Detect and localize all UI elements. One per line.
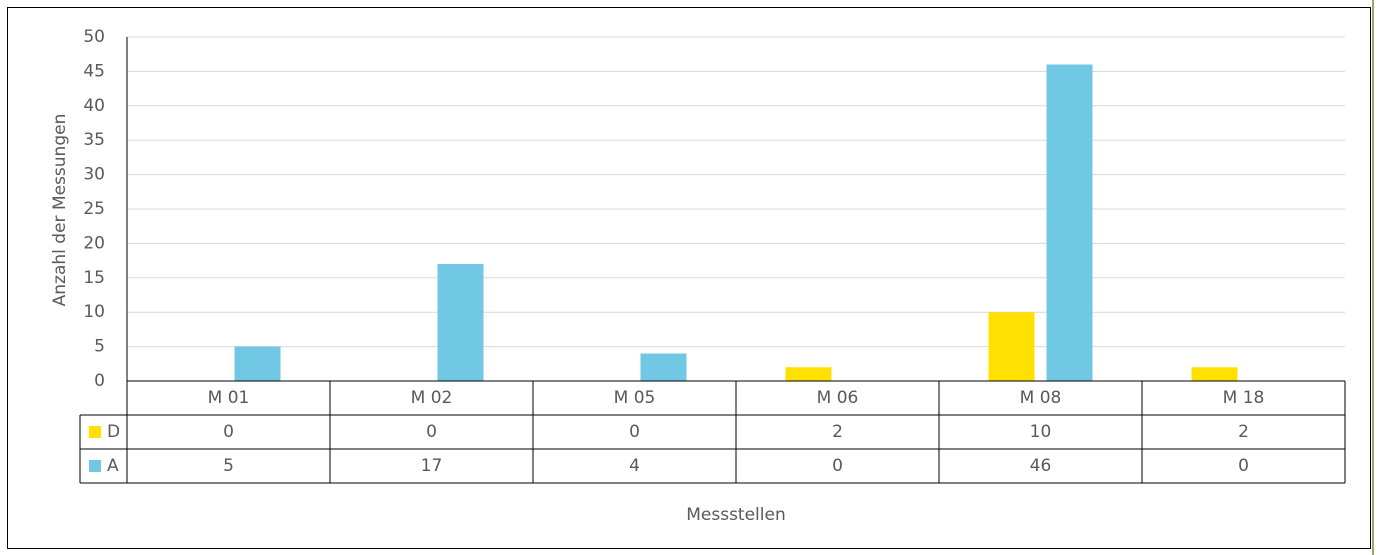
table-value: 0 xyxy=(832,456,843,476)
table-value: 46 xyxy=(1030,456,1052,476)
legend-label: A xyxy=(107,456,119,476)
x-tick-label: M 08 xyxy=(1020,388,1062,408)
y-tick-label: 20 xyxy=(83,233,105,253)
y-tick-label: 40 xyxy=(83,96,105,116)
bar xyxy=(785,367,832,381)
legend-swatch xyxy=(89,426,101,438)
table-value: 0 xyxy=(629,422,640,442)
x-tick-label: M 02 xyxy=(411,388,453,408)
x-axis-title: Messstellen xyxy=(686,505,786,525)
y-tick-label: 35 xyxy=(83,130,105,150)
table-value: 0 xyxy=(223,422,234,442)
y-tick-label: 45 xyxy=(83,61,105,81)
legend-swatch xyxy=(89,460,101,472)
table-value: 0 xyxy=(1238,456,1249,476)
y-tick-label: 25 xyxy=(83,199,105,219)
x-tick-label: M 18 xyxy=(1223,388,1265,408)
bar xyxy=(640,353,687,381)
x-tick-label: M 05 xyxy=(614,388,656,408)
table-value: 2 xyxy=(1238,422,1249,442)
y-tick-label: 10 xyxy=(83,302,105,322)
table-value: 5 xyxy=(223,456,234,476)
bar xyxy=(1046,64,1093,382)
bar xyxy=(234,346,281,381)
table-value: 0 xyxy=(426,422,437,442)
y-tick-label: 15 xyxy=(83,268,105,288)
y-tick-label: 5 xyxy=(94,337,105,357)
x-tick-label: M 01 xyxy=(208,388,250,408)
legend-label: D xyxy=(107,422,120,442)
x-tick-label: M 06 xyxy=(817,388,859,408)
table-value: 4 xyxy=(629,456,640,476)
y-axis-title: Anzahl der Messungen xyxy=(50,114,70,307)
bar xyxy=(437,264,484,381)
table-value: 2 xyxy=(832,422,843,442)
bar xyxy=(988,312,1035,381)
table-value: 10 xyxy=(1030,422,1052,442)
y-tick-label: 0 xyxy=(94,371,105,391)
y-tick-label: 50 xyxy=(83,27,105,47)
table-value: 17 xyxy=(421,456,443,476)
y-tick-label: 30 xyxy=(83,165,105,185)
bar xyxy=(1191,367,1238,381)
